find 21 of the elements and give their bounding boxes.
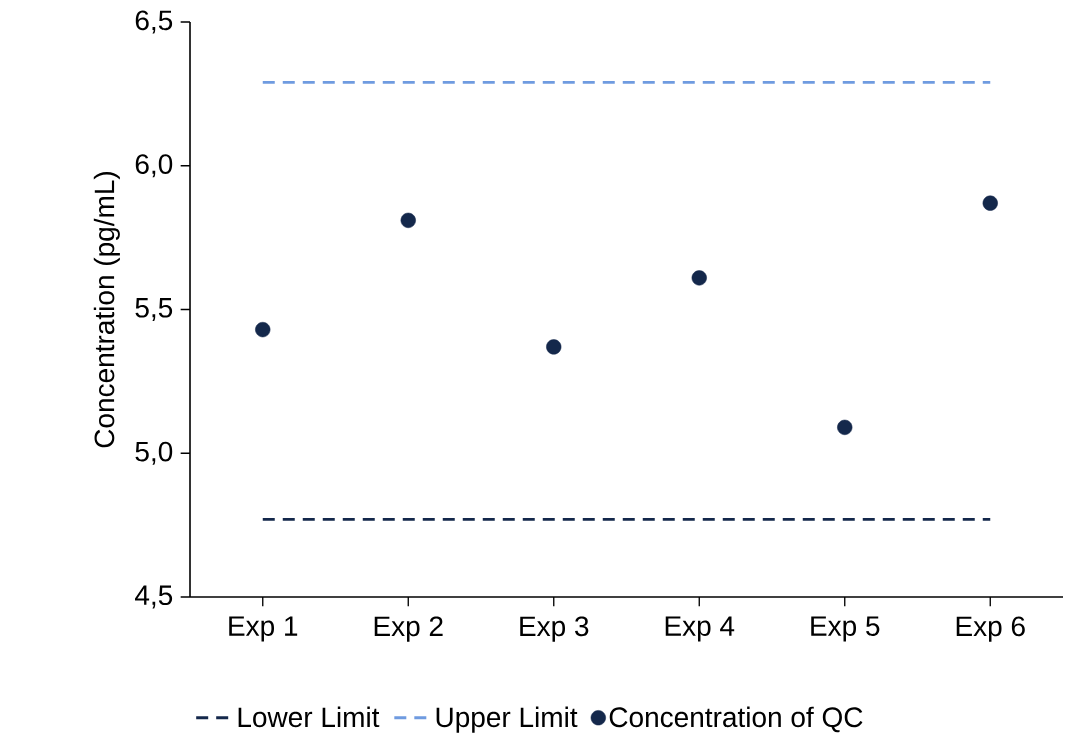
y-tick-label: 5,0 — [135, 441, 173, 465]
y-axis-title: Concentration (pg/mL) — [93, 172, 120, 448]
point — [691, 270, 707, 286]
x-tick-label: Exp 4 — [665, 616, 735, 642]
x-tick-label: Exp 5 — [811, 616, 880, 642]
y-tick-label: 4,5 — [135, 585, 173, 609]
point — [255, 322, 271, 338]
x-tick-label: Exp 2 — [374, 616, 443, 642]
legend-label: Lower Limit — [238, 706, 380, 728]
y-tick-label: 5,5 — [135, 298, 173, 321]
x-tick-label: Exp 3 — [520, 616, 589, 642]
x-tick-label: Exp 1 — [229, 616, 298, 642]
legend-label: Upper Limit — [436, 706, 578, 733]
y-tick-label: 6,5 — [135, 10, 173, 34]
legend-label: Concentration of QC — [609, 706, 863, 733]
point — [837, 419, 853, 435]
point — [400, 212, 416, 228]
point — [982, 195, 998, 211]
y-tick-label: 6,0 — [135, 154, 173, 178]
point — [546, 339, 562, 355]
x-tick-label: Exp 6 — [956, 616, 1025, 642]
